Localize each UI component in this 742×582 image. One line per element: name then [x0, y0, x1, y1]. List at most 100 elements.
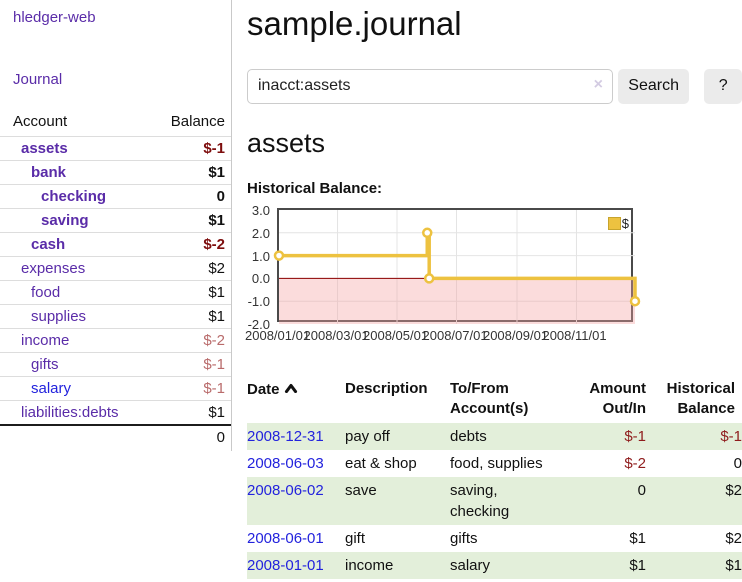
transaction-description: income [345, 552, 450, 579]
transaction-amount: $-1 [562, 423, 646, 450]
account-balance: $-1 [143, 137, 231, 161]
page-title: sample.journal [247, 5, 742, 43]
account-row: bank $1 [0, 161, 231, 185]
account-link-liabilities-debts[interactable]: liabilities:debts [21, 404, 119, 421]
transaction-balance: $1 [646, 552, 742, 579]
legend-swatch-icon [608, 217, 621, 230]
x-axis-tick-label: 2008/09/01 [483, 328, 547, 343]
chart-legend: $ [608, 216, 629, 231]
account-row: saving $1 [0, 209, 231, 233]
account-link-assets[interactable]: assets [21, 140, 68, 157]
transaction-date-link[interactable]: 2008-06-03 [247, 455, 324, 472]
clear-search-icon[interactable]: × [594, 77, 603, 93]
account-balance: $1 [143, 209, 231, 233]
account-row: cash $-2 [0, 233, 231, 257]
col-header-description: Description [345, 377, 450, 424]
transaction-accounts: gifts [450, 525, 562, 552]
register-row: 2008-01-01 income salary $1 $1 [247, 552, 742, 579]
col-header-accounts: To/From Account(s) [450, 377, 562, 424]
search-bar: × Search ? [247, 69, 742, 104]
account-link-cash[interactable]: cash [31, 236, 65, 253]
sidebar: hledger-web Journal Account Balance asse… [0, 0, 232, 451]
transaction-balance: $2 [646, 477, 742, 525]
account-row: gifts $-1 [0, 353, 231, 377]
transaction-date-link[interactable]: 2008-12-31 [247, 428, 324, 445]
transaction-accounts: salary [450, 552, 562, 579]
account-row: liabilities:debts $1 [0, 401, 231, 426]
accounts-table: Account Balance assets $-1 bank $1 check… [0, 109, 231, 449]
account-column-header: Account [0, 109, 143, 137]
y-axis-tick-label: 2.0 [230, 226, 270, 241]
account-balance: $1 [143, 281, 231, 305]
account-link-gifts[interactable]: gifts [31, 356, 59, 373]
transaction-description: gift [345, 525, 450, 552]
register-header-row: Date Description To/From Account(s) Amou… [247, 377, 742, 424]
main-content: sample.journal × Search ? assets Histori… [232, 0, 742, 579]
account-balance: $-1 [143, 353, 231, 377]
transaction-accounts: saving, checking [450, 477, 562, 525]
account-link-food[interactable]: food [31, 284, 60, 301]
balance-column-header: Balance [143, 109, 231, 137]
transaction-accounts: debts [450, 423, 562, 450]
transaction-balance: $2 [646, 525, 742, 552]
transaction-description: eat & shop [345, 450, 450, 477]
transaction-accounts: food, supplies [450, 450, 562, 477]
sidebar-item-journal[interactable]: Journal [13, 71, 62, 88]
account-link-income[interactable]: income [21, 332, 69, 349]
balance-chart: 3.02.01.00.0-1.0-2.0 $ 2008/01/012008/03… [247, 206, 742, 356]
account-row: supplies $1 [0, 305, 231, 329]
transaction-amount: $1 [562, 525, 646, 552]
account-link-expenses[interactable]: expenses [21, 260, 85, 277]
transaction-date-link[interactable]: 2008-01-01 [247, 557, 324, 574]
account-row: food $1 [0, 281, 231, 305]
col-header-date[interactable]: Date [247, 377, 345, 424]
app-brand-link[interactable]: hledger-web [13, 9, 231, 26]
transaction-balance: $-1 [646, 423, 742, 450]
account-row: assets $-1 [0, 137, 231, 161]
account-balance: $1 [143, 161, 231, 185]
transaction-amount: $1 [562, 552, 646, 579]
register-row: 2008-06-01 gift gifts $1 $2 [247, 525, 742, 552]
register-row: 2008-06-02 save saving, checking 0 $2 [247, 477, 742, 525]
account-row: income $-2 [0, 329, 231, 353]
y-axis-tick-label: 0.0 [230, 271, 270, 286]
chart-title: Historical Balance: [247, 180, 742, 197]
transaction-amount: $-2 [562, 450, 646, 477]
register-row: 2008-12-31 pay off debts $-1 $-1 [247, 423, 742, 450]
account-balance: $1 [143, 305, 231, 329]
account-balance: $-2 [143, 233, 231, 257]
register-row: 2008-06-03 eat & shop food, supplies $-2… [247, 450, 742, 477]
account-link-salary[interactable]: salary [31, 380, 71, 397]
x-axis-tick-label: 2008/07/01 [423, 328, 487, 343]
x-axis-tick-label: 2008/05/01 [363, 328, 427, 343]
y-axis-tick-label: -1.0 [230, 294, 270, 309]
sort-asc-icon [284, 379, 298, 399]
accounts-total-row: 0 [0, 425, 231, 449]
account-row: expenses $2 [0, 257, 231, 281]
search-input[interactable] [247, 69, 613, 104]
account-link-bank[interactable]: bank [31, 164, 66, 181]
account-row: salary $-1 [0, 377, 231, 401]
account-link-checking[interactable]: checking [41, 188, 106, 205]
account-balance: 0 [143, 185, 231, 209]
accounts-total-balance: 0 [143, 425, 231, 449]
transaction-date-link[interactable]: 2008-06-01 [247, 530, 324, 547]
account-balance: $2 [143, 257, 231, 281]
x-axis-tick-label: 2008/11/01 [542, 328, 606, 343]
col-header-amount: Amount Out/In [562, 377, 646, 424]
account-link-saving[interactable]: saving [41, 212, 89, 229]
register-table: Date Description To/From Account(s) Amou… [247, 377, 742, 580]
x-axis-tick-label: 2008/01/01 [245, 328, 309, 343]
col-header-balance: Historical Balance [646, 377, 742, 424]
transaction-description: pay off [345, 423, 450, 450]
search-button[interactable]: Search [618, 69, 689, 104]
account-balance: $-2 [143, 329, 231, 353]
account-link-supplies[interactable]: supplies [31, 308, 86, 325]
help-button[interactable]: ? [704, 69, 742, 104]
legend-label: $ [622, 216, 629, 231]
plot-area: $ [277, 208, 633, 322]
x-axis-tick-label: 2008/03/01 [304, 328, 368, 343]
transaction-date-link[interactable]: 2008-06-02 [247, 482, 324, 499]
accounts-table-header: Account Balance [0, 109, 231, 137]
transaction-balance: 0 [646, 450, 742, 477]
